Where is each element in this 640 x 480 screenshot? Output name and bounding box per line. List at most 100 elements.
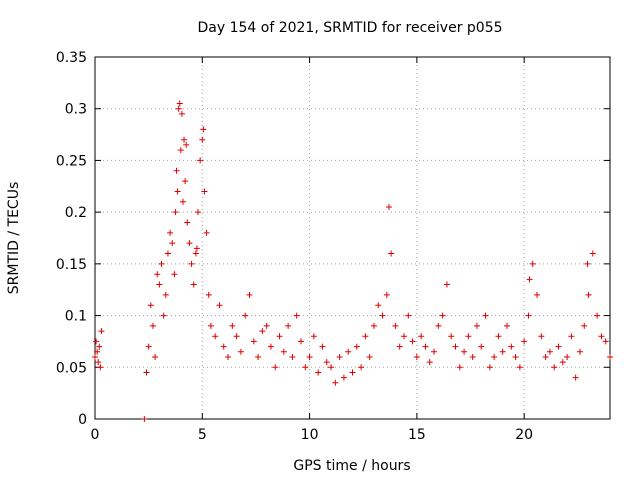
data-point	[534, 291, 541, 298]
data-point	[158, 260, 165, 267]
data-point	[465, 333, 472, 340]
data-point	[93, 338, 100, 345]
data-point	[526, 276, 533, 283]
data-point	[272, 364, 279, 371]
data-point	[250, 338, 257, 345]
data-point	[358, 364, 365, 371]
data-point	[255, 353, 262, 360]
data-point	[143, 369, 150, 376]
y-axis-label: SRMTID / TECUs	[6, 182, 22, 295]
x-tick-label: 20	[515, 427, 533, 443]
data-point	[174, 188, 181, 195]
data-point	[176, 100, 183, 107]
data-point	[340, 374, 347, 381]
data-point	[581, 322, 588, 329]
data-point	[504, 322, 510, 329]
data-point	[499, 348, 506, 355]
data-point	[197, 157, 204, 164]
data-point	[242, 312, 249, 319]
data-point	[409, 338, 416, 345]
data-point	[183, 141, 190, 148]
data-point	[154, 271, 161, 278]
data-point	[418, 333, 425, 340]
data-point	[152, 353, 159, 360]
data-point	[385, 203, 392, 210]
x-tick-label: 15	[408, 427, 426, 443]
data-point	[392, 322, 399, 329]
data-point	[332, 379, 339, 386]
data-point	[401, 333, 407, 340]
data-point	[212, 333, 219, 340]
data-point	[98, 328, 105, 335]
data-point	[568, 333, 575, 340]
data-point	[293, 312, 300, 319]
data-point	[508, 343, 515, 350]
data-point	[435, 322, 442, 329]
data-point	[607, 353, 613, 360]
data-point	[383, 291, 390, 298]
data-point	[179, 198, 186, 205]
data-point	[310, 333, 317, 340]
x-tick-label: 5	[198, 427, 207, 443]
data-point	[184, 219, 191, 226]
data-point	[413, 353, 420, 360]
data-point	[473, 322, 480, 329]
data-point	[542, 353, 549, 360]
data-point	[246, 291, 253, 298]
data-point	[336, 353, 343, 360]
data-point	[396, 343, 403, 350]
data-point	[576, 348, 583, 355]
data-point	[525, 312, 532, 319]
y-tick-label: 0.3	[65, 102, 87, 118]
data-point	[289, 353, 296, 360]
data-point	[478, 343, 485, 350]
data-point	[156, 281, 163, 288]
data-point	[486, 364, 493, 371]
data-point	[259, 328, 266, 335]
data-point	[193, 245, 200, 252]
data-point	[448, 333, 455, 340]
data-point	[207, 322, 214, 329]
data-point	[263, 322, 270, 329]
data-point	[229, 322, 236, 329]
plot-area-frame	[94, 56, 611, 420]
data-point	[559, 359, 566, 366]
data-point	[276, 333, 283, 340]
data-point	[172, 209, 179, 216]
data-point	[220, 343, 227, 350]
data-point	[362, 333, 369, 340]
y-tick-label: 0.2	[65, 205, 87, 221]
y-tick-label: 0	[78, 412, 87, 428]
data-point	[141, 416, 148, 422]
data-point	[491, 353, 498, 360]
data-point	[298, 338, 304, 345]
data-point	[178, 110, 185, 117]
axis-ticks: 0 0.05 0.1 0.15 0.2 0.25 0.3 0.35 0 5 10 15 20	[56, 50, 610, 443]
data-points	[92, 100, 613, 422]
x-tick-label: 0	[91, 427, 100, 443]
data-point	[319, 343, 326, 350]
data-point	[92, 353, 98, 360]
data-point	[97, 364, 104, 371]
data-point	[495, 333, 502, 340]
data-point	[512, 353, 519, 360]
chart-title: Day 154 of 2021, SRMTID for receiver p05…	[197, 20, 502, 36]
data-point	[315, 369, 322, 376]
data-point	[572, 374, 579, 381]
data-point	[379, 312, 386, 319]
data-point	[205, 291, 212, 298]
data-point	[169, 240, 176, 247]
data-point	[555, 343, 562, 350]
data-point	[431, 348, 438, 355]
data-point	[171, 271, 178, 278]
data-point	[585, 291, 592, 298]
data-point	[452, 343, 459, 350]
data-point	[521, 338, 528, 345]
data-point	[195, 209, 201, 216]
y-tick-label: 0.15	[56, 257, 87, 273]
data-point	[516, 364, 523, 371]
data-point	[149, 322, 156, 329]
data-point	[203, 229, 210, 236]
data-point	[192, 250, 199, 257]
data-point	[181, 136, 188, 143]
